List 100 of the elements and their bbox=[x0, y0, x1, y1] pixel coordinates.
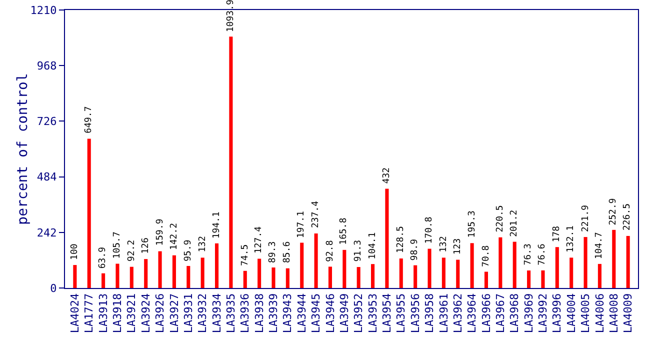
data-label: 132.1 bbox=[566, 225, 576, 252]
bar bbox=[612, 230, 616, 288]
y-tick-label: 968 bbox=[36, 59, 57, 72]
bar bbox=[527, 270, 531, 288]
data-label: 104.1 bbox=[368, 232, 378, 260]
bar bbox=[512, 242, 516, 288]
x-tick-label: LA3932 bbox=[196, 293, 210, 334]
x-tick-label: LA4006 bbox=[593, 293, 606, 334]
data-label: 194.1 bbox=[212, 212, 222, 239]
bar bbox=[214, 243, 219, 288]
data-label: 85.6 bbox=[282, 241, 292, 264]
data-label: 165.8 bbox=[339, 218, 349, 245]
data-label: 226.5 bbox=[622, 203, 633, 231]
data-label: 128.5 bbox=[396, 226, 406, 254]
x-tick-label: LA3996 bbox=[550, 293, 564, 334]
x-tick-label: LA3956 bbox=[408, 293, 422, 334]
data-label: 178 bbox=[552, 226, 562, 242]
x-tick-label: LA3946 bbox=[324, 293, 337, 334]
x-tick-label: LA3939 bbox=[267, 293, 280, 334]
x-tick-label: LA3926 bbox=[154, 293, 167, 334]
bar bbox=[385, 188, 389, 288]
bar bbox=[399, 258, 403, 288]
bar bbox=[470, 243, 474, 288]
bar bbox=[342, 250, 346, 288]
data-label: 237.4 bbox=[311, 200, 322, 228]
x-tick-label: LA3945 bbox=[310, 293, 323, 334]
data-label: 100 bbox=[70, 244, 80, 260]
x-tick-label: LA3992 bbox=[536, 293, 550, 334]
data-label: 142.2 bbox=[169, 222, 180, 250]
data-label: 220.5 bbox=[496, 205, 506, 232]
x-tick-label: LA3918 bbox=[111, 293, 124, 334]
bar bbox=[116, 264, 120, 288]
x-tick-label: LA3935 bbox=[224, 293, 238, 334]
data-label: 89.3 bbox=[268, 241, 278, 263]
data-label: 76.3 bbox=[523, 244, 534, 266]
data-label: 127.4 bbox=[254, 226, 264, 254]
x-tick-label: LA3921 bbox=[125, 293, 138, 334]
x-tick-label: LA3954 bbox=[380, 293, 394, 334]
y-axis-title: percent of control bbox=[15, 73, 31, 225]
data-label: 105.7 bbox=[112, 232, 122, 259]
bar bbox=[258, 258, 262, 288]
data-label: 197.1 bbox=[296, 210, 307, 238]
y-tick-label: 726 bbox=[36, 115, 57, 128]
x-tick-label: LA3968 bbox=[508, 293, 522, 334]
x-tick-label: LA3962 bbox=[451, 293, 464, 334]
data-label: 159.9 bbox=[155, 218, 166, 246]
bar bbox=[484, 272, 488, 288]
data-label: 70.8 bbox=[482, 245, 492, 267]
data-label: 63.9 bbox=[98, 246, 108, 269]
x-tick-label: LA3944 bbox=[295, 293, 308, 334]
data-label: 1093.9 bbox=[226, 0, 236, 32]
x-tick-label: LA3964 bbox=[466, 293, 479, 334]
x-tick-label: LA3938 bbox=[252, 293, 266, 334]
data-label: 126 bbox=[140, 238, 151, 254]
bar bbox=[272, 267, 276, 288]
x-tick-label: LA3958 bbox=[423, 293, 436, 334]
x-tick-label: LA3943 bbox=[281, 293, 294, 334]
x-tick-label: LA3913 bbox=[96, 293, 110, 334]
bar bbox=[144, 259, 148, 288]
bar bbox=[243, 270, 247, 288]
x-tick-label: LA4009 bbox=[622, 293, 635, 334]
x-tick-label: LA3924 bbox=[139, 293, 152, 334]
bar bbox=[300, 242, 304, 288]
x-tick-label: LA3961 bbox=[437, 293, 450, 334]
bar bbox=[498, 237, 502, 288]
x-tick-label: LA3953 bbox=[366, 293, 380, 334]
data-label: 74.5 bbox=[240, 244, 250, 266]
data-label: 649.7 bbox=[84, 106, 94, 134]
bar bbox=[598, 264, 602, 288]
bar bbox=[186, 266, 190, 288]
data-label: 201.2 bbox=[509, 210, 520, 237]
bar bbox=[541, 270, 545, 288]
x-tick-label: LA4005 bbox=[579, 293, 592, 334]
bar bbox=[570, 258, 574, 288]
bar bbox=[73, 265, 77, 288]
x-tick-label: LA3949 bbox=[338, 293, 351, 334]
data-label: 104.7 bbox=[594, 232, 604, 260]
bar bbox=[102, 273, 106, 288]
bar bbox=[584, 237, 588, 288]
bar bbox=[428, 248, 432, 288]
bar bbox=[414, 265, 418, 288]
data-label: 252.9 bbox=[608, 198, 618, 226]
data-label: 195.3 bbox=[467, 210, 478, 238]
bar bbox=[200, 258, 204, 288]
x-tick-label: LA3952 bbox=[352, 293, 366, 334]
bar bbox=[314, 233, 318, 288]
y-tick-label: 0 bbox=[50, 282, 57, 295]
data-label: 95.9 bbox=[183, 240, 194, 262]
data-label: 91.3 bbox=[354, 240, 364, 262]
data-label: 221.9 bbox=[581, 204, 591, 232]
y-tick-label: 484 bbox=[36, 170, 58, 184]
data-label: 170.8 bbox=[424, 216, 434, 244]
data-label: 92.2 bbox=[126, 240, 137, 262]
x-tick-label: LA4024 bbox=[68, 293, 82, 334]
y-tick-label: 1210 bbox=[30, 4, 57, 17]
bar bbox=[442, 258, 446, 288]
x-tick-label: LA3955 bbox=[394, 293, 408, 334]
data-label: 76.6 bbox=[538, 244, 548, 266]
bar bbox=[229, 36, 233, 288]
x-tick-label: LA4004 bbox=[564, 293, 578, 334]
